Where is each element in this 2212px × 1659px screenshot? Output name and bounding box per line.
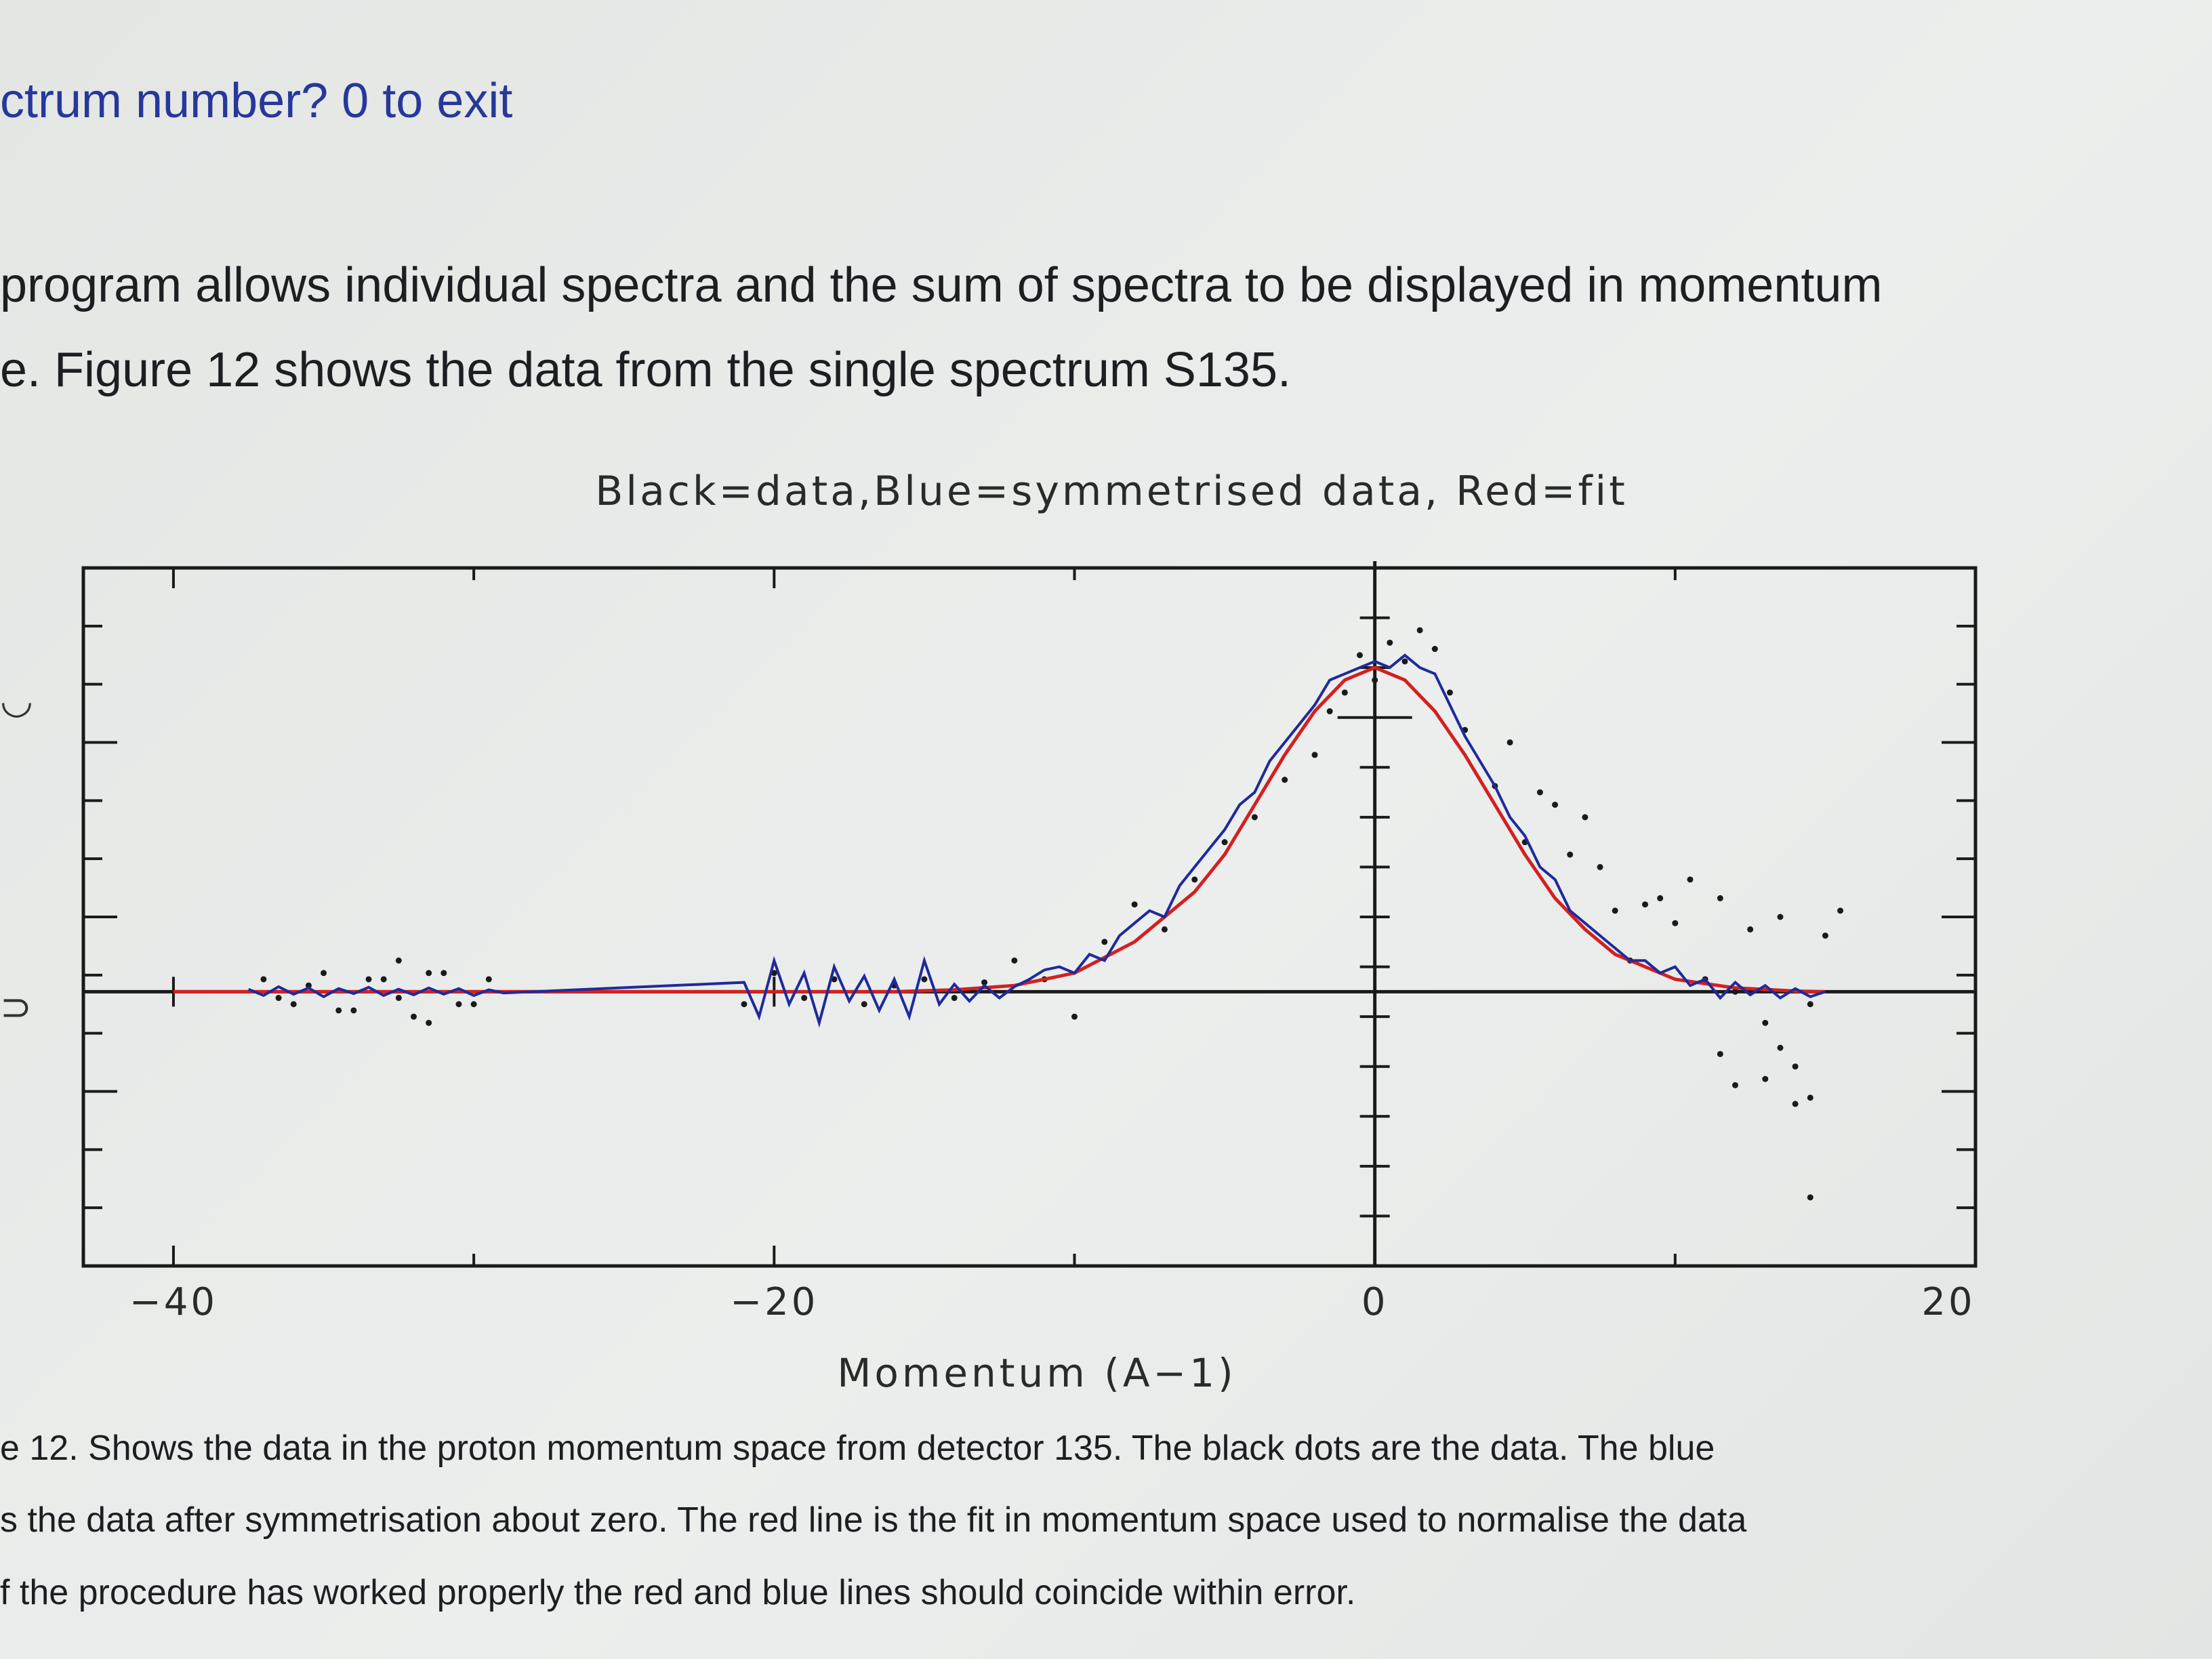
- left-edge-glyph-1: ◡: [0, 678, 33, 722]
- data-point-49: [1672, 920, 1679, 926]
- data-point-16: [395, 957, 402, 964]
- data-point-51: [1732, 988, 1738, 995]
- data-point-72: [1792, 1101, 1799, 1107]
- symmetrised-line: [247, 653, 1826, 1028]
- data-point-36: [1282, 777, 1288, 783]
- data-point-25: [951, 995, 958, 1002]
- data-point-75: [1717, 1050, 1723, 1057]
- data-point-12: [395, 995, 402, 1002]
- data-point-32: [1161, 926, 1168, 933]
- data-point-30: [1101, 939, 1108, 945]
- data-point-55: [1356, 652, 1363, 659]
- data-point-53: [1792, 1063, 1799, 1070]
- data-point-46: [1582, 814, 1589, 821]
- plot-frame: [81, 566, 1978, 1268]
- data-point-11: [365, 976, 372, 983]
- data-point-56: [1387, 639, 1393, 646]
- data-point-66: [1717, 895, 1723, 901]
- data-point-45: [1552, 801, 1559, 808]
- data-point-38: [1341, 689, 1348, 696]
- x-tick-labels: −40 −20 0 20: [129, 1280, 1975, 1324]
- data-point-69: [1807, 1001, 1814, 1008]
- data-point-78: [1807, 1194, 1814, 1201]
- zero-axis-ticks: [171, 616, 1977, 1218]
- data-point-8: [275, 995, 282, 1002]
- caption-line-1: e 12. Shows the data in the proton momen…: [0, 1429, 1715, 1468]
- x-tick-label-1: −20: [730, 1280, 818, 1324]
- data-point-34: [1221, 839, 1228, 846]
- data-point-19: [771, 970, 777, 977]
- caption-line-3: f the procedure has worked properly the …: [0, 1573, 1356, 1612]
- data-point-54: [1326, 708, 1333, 715]
- data-point-5: [410, 1013, 417, 1020]
- data-point-18: [741, 1001, 747, 1008]
- data-point-3: [350, 1007, 357, 1014]
- data-point-77: [1777, 1044, 1784, 1051]
- data-point-74: [1732, 1082, 1738, 1088]
- data-point-71: [1837, 907, 1844, 914]
- data-point-61: [1567, 851, 1574, 858]
- paragraph-line-1: program allows individual spectra and th…: [0, 258, 1883, 312]
- chart-title: Black=data,Blue=symmetrised data, Red=fi…: [595, 468, 1628, 515]
- data-point-24: [921, 976, 928, 983]
- data-point-26: [981, 979, 988, 986]
- caption-line-2: s the data after symmetrisation about ze…: [0, 1500, 1747, 1540]
- data-point-22: [861, 1001, 867, 1008]
- x-tick-label-2: 0: [1361, 1280, 1389, 1324]
- data-point-60: [1536, 789, 1543, 796]
- data-point-13: [426, 970, 432, 977]
- data-point-0: [260, 976, 267, 983]
- data-point-52: [1762, 1019, 1769, 1026]
- data-point-67: [1747, 926, 1754, 933]
- data-point-65: [1687, 876, 1694, 883]
- data-point-41: [1431, 646, 1438, 653]
- frame-ticks: [83, 568, 1975, 1266]
- data-point-64: [1657, 895, 1664, 901]
- data-point-62: [1597, 863, 1603, 870]
- data-point-58: [1446, 689, 1453, 696]
- x-tick-label-3: 20: [1921, 1280, 1975, 1324]
- data-point-48: [1642, 901, 1649, 908]
- data-point-33: [1191, 876, 1198, 883]
- heading-prompt: ctrum number? 0 to exit: [0, 74, 513, 128]
- data-point-35: [1251, 814, 1258, 821]
- data-point-40: [1401, 658, 1408, 665]
- data-point-59: [1507, 739, 1513, 745]
- data-point-10: [335, 1007, 342, 1014]
- data-point-39: [1372, 677, 1378, 684]
- data-point-29: [1071, 1013, 1078, 1020]
- data-point-47: [1612, 907, 1618, 914]
- data-point-57: [1416, 627, 1423, 634]
- fit-line: [173, 665, 1826, 994]
- data-point-76: [1807, 1094, 1814, 1101]
- paragraph-line-2: e. Figure 12 shows the data from the sin…: [0, 343, 1292, 397]
- data-point-14: [455, 1001, 462, 1008]
- data-point-17: [426, 1019, 432, 1026]
- data-point-21: [831, 976, 838, 983]
- data-point-1: [290, 1001, 297, 1008]
- x-tick-label-0: −40: [129, 1280, 218, 1324]
- data-point-73: [1762, 1076, 1769, 1082]
- data-point-37: [1311, 752, 1318, 758]
- data-point-7: [470, 1001, 477, 1008]
- data-point-68: [1777, 914, 1784, 920]
- data-points: [260, 627, 1844, 1201]
- left-edge-glyph-2: ⊃: [0, 985, 32, 1029]
- data-point-6: [441, 970, 447, 977]
- data-point-31: [1131, 901, 1138, 908]
- data-point-20: [801, 995, 808, 1002]
- data-point-15: [485, 976, 492, 983]
- data-point-4: [380, 976, 387, 983]
- data-point-9: [305, 982, 312, 989]
- data-point-2: [321, 970, 327, 977]
- data-point-27: [1011, 957, 1018, 964]
- x-axis-label: Momentum (A−1): [837, 1350, 1236, 1396]
- data-point-70: [1822, 933, 1828, 939]
